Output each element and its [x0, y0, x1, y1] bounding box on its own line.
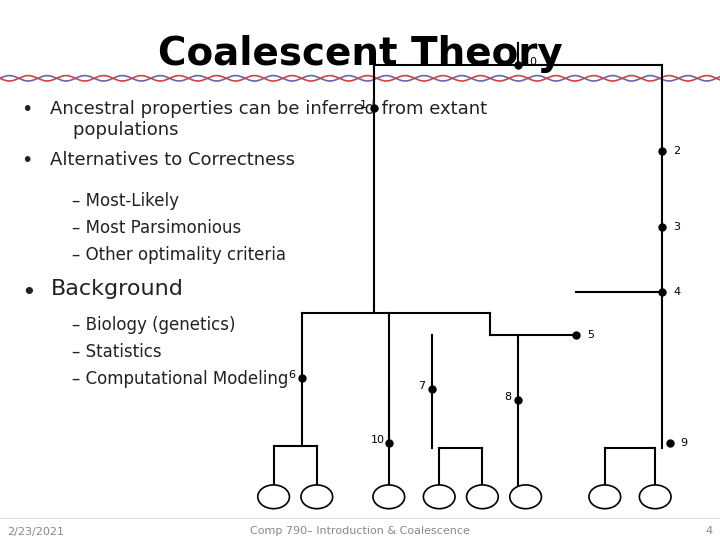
Text: 7: 7	[601, 492, 608, 502]
Text: 8: 8	[652, 492, 659, 502]
Text: 2: 2	[673, 146, 680, 156]
Text: 4: 4	[673, 287, 680, 296]
Text: 5: 5	[587, 330, 594, 340]
Text: 8: 8	[504, 392, 511, 402]
Text: – Statistics: – Statistics	[72, 343, 161, 361]
Text: Background: Background	[50, 279, 184, 299]
Text: 9: 9	[680, 438, 688, 448]
Text: 3: 3	[385, 492, 392, 502]
Circle shape	[301, 485, 333, 509]
Circle shape	[639, 485, 671, 509]
Text: 10: 10	[371, 435, 384, 445]
Text: 2: 2	[313, 492, 320, 502]
Text: 4: 4	[706, 526, 713, 537]
Text: 4: 4	[436, 492, 443, 502]
Text: Comp 790– Introduction & Coalescence: Comp 790– Introduction & Coalescence	[250, 526, 470, 537]
Text: 5: 5	[479, 492, 486, 502]
Text: •: •	[22, 100, 33, 119]
Circle shape	[467, 485, 498, 509]
Text: •: •	[22, 151, 33, 170]
Circle shape	[589, 485, 621, 509]
Circle shape	[258, 485, 289, 509]
Text: Coalescent Theory: Coalescent Theory	[158, 35, 562, 73]
Text: 0: 0	[529, 57, 536, 67]
Text: – Most Parsimonious: – Most Parsimonious	[72, 219, 241, 237]
Text: 3: 3	[673, 222, 680, 232]
Text: – Most-Likely: – Most-Likely	[72, 192, 179, 210]
Text: – Biology (genetics): – Biology (genetics)	[72, 316, 235, 334]
Text: – Computational Modeling: – Computational Modeling	[72, 370, 289, 388]
Text: 6: 6	[522, 492, 529, 502]
Text: – Other optimality criteria: – Other optimality criteria	[72, 246, 286, 264]
Text: Ancestral properties can be inferred from extant
    populations: Ancestral properties can be inferred fro…	[50, 100, 487, 139]
Text: 1: 1	[360, 100, 367, 110]
Text: 2/23/2021: 2/23/2021	[7, 526, 64, 537]
Circle shape	[510, 485, 541, 509]
Text: 6: 6	[288, 370, 295, 380]
Text: 7: 7	[418, 381, 425, 391]
Circle shape	[423, 485, 455, 509]
Text: Alternatives to Correctness: Alternatives to Correctness	[50, 151, 295, 169]
Text: 1: 1	[270, 492, 277, 502]
Text: •: •	[22, 281, 36, 305]
Circle shape	[373, 485, 405, 509]
